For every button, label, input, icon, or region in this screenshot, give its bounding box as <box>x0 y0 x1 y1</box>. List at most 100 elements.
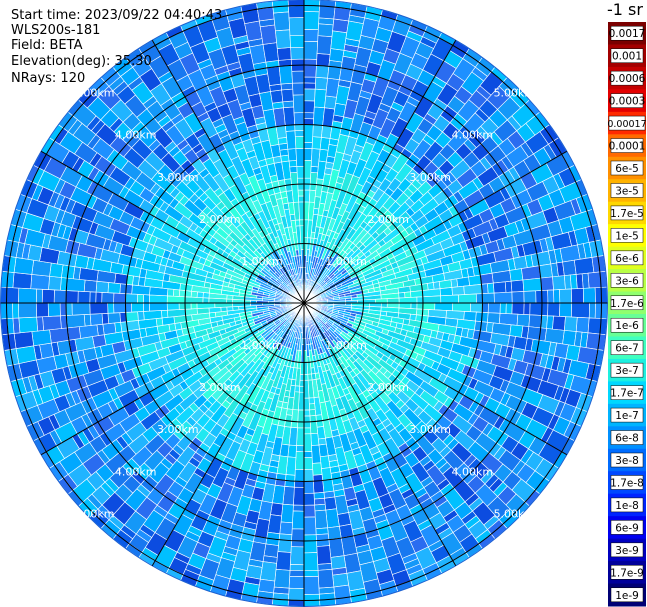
ppi-gate-cell <box>312 124 323 138</box>
ppi-gate-cell <box>95 291 103 304</box>
azimuth-spoke <box>303 39 457 304</box>
ppi-gate-cell <box>275 29 291 49</box>
ppi-gate-cell <box>303 534 318 554</box>
ppi-gate-cell <box>439 287 453 297</box>
ppi-gate-cell <box>303 451 313 459</box>
ppi-gate-cell <box>380 302 388 308</box>
ppi-gate-cell <box>18 316 39 334</box>
ppi-gate-cell <box>318 0 337 20</box>
ppi-gate-cell <box>190 302 198 310</box>
ppi-gate-cell <box>240 2 260 24</box>
ppi-gate-cell <box>42 315 62 331</box>
ppi-gate-cell <box>31 329 52 347</box>
ppi-gate-cell <box>232 306 240 311</box>
ppi-gate-cell <box>521 265 542 281</box>
ppi-gate-cell <box>296 427 305 447</box>
ppi-gate-cell <box>308 403 316 411</box>
ppi-gate-cell <box>303 469 314 482</box>
ppi-gate-cell <box>303 397 310 411</box>
range-ring-label: 5.00km <box>73 87 115 100</box>
ppi-gate-cell <box>303 76 317 84</box>
ppi-gate-cell <box>289 34 305 48</box>
ppi-gate-cell <box>523 302 531 316</box>
ppi-gate-cell <box>313 492 325 500</box>
ppi-gate-cell <box>291 510 305 530</box>
ppi-gate-cell <box>143 294 150 304</box>
ppi-gate-cell <box>288 17 305 36</box>
ppi-gate-cell <box>540 276 554 291</box>
ppi-gate-cell <box>327 525 342 541</box>
ppi-gate-cell <box>547 302 561 317</box>
ppi-gate-cell <box>303 516 317 536</box>
ppi-gate-cell <box>107 282 121 294</box>
ppi-gate-cell <box>89 302 109 315</box>
ppi-gate-cell <box>509 268 524 282</box>
range-ring-label: 2.00km <box>199 213 241 226</box>
ppi-gate-cell <box>553 289 561 304</box>
ppi-gate-cell <box>440 294 460 304</box>
range-ring-label: 3.00km <box>157 171 199 184</box>
ppi-gate-cell <box>588 302 596 319</box>
ppi-gate-cell <box>66 277 86 292</box>
ppi-gate-cell <box>552 275 566 291</box>
ppi-gate-cell <box>214 302 234 308</box>
ppi-gate-cell <box>516 313 531 327</box>
ppi-gate-cell <box>314 509 328 530</box>
azimuth-spoke <box>151 39 305 304</box>
range-ring-label: 1.00km <box>325 339 367 352</box>
ppi-gate-cell <box>293 112 305 126</box>
ppi-gate-cell <box>311 136 322 150</box>
azimuth-spoke <box>303 302 568 456</box>
ppi-gate-cell <box>266 65 282 86</box>
ppi-gate-cell <box>434 302 454 312</box>
ppi-gate-cell <box>113 292 127 304</box>
ppi-gate-cell <box>270 89 284 104</box>
ppi-gate-cell <box>18 302 37 319</box>
ppi-gate-cell <box>315 65 330 79</box>
range-ring-label: 1.00km <box>325 255 367 268</box>
ppi-gate-cell <box>330 555 347 570</box>
ppi-gate-cell <box>538 263 553 279</box>
ppi-gate-cell <box>438 279 453 290</box>
ppi-gate-cell <box>285 130 297 150</box>
ppi-gate-cell <box>288 160 298 168</box>
ppi-gate-cell <box>273 568 291 589</box>
ppi-gate-cell <box>562 330 577 347</box>
ppi-gate-cell <box>289 564 305 572</box>
ppi-gate-cell <box>422 302 436 311</box>
ppi-gate-cell <box>277 533 293 553</box>
ppi-gate-cell <box>143 302 150 312</box>
ppi-gate-cell <box>295 147 305 167</box>
ppi-gate-cell <box>291 70 305 84</box>
ppi-gate-cell <box>559 302 573 318</box>
ppi-gate-cell <box>325 508 340 529</box>
ppi-gate-cell <box>275 125 287 139</box>
ppi-gate-cell <box>456 276 471 288</box>
ppi-gate-cell <box>77 290 91 304</box>
ppi-gate-cell <box>303 433 313 453</box>
ppi-gate-cell <box>529 302 549 317</box>
ppi-gate-cell <box>66 326 82 341</box>
ppi-gate-cell <box>582 287 596 304</box>
ppi-gate-cell <box>487 282 495 294</box>
ppi-gate-cell <box>289 570 305 578</box>
ppi-gate-cell <box>321 467 333 481</box>
ppi-gate-cell <box>422 295 442 304</box>
ppi-gate-cell <box>289 166 298 174</box>
ppi-data-sectors <box>0 0 608 607</box>
ppi-gate-cell <box>499 302 507 314</box>
ppi-gate-cell <box>410 302 418 310</box>
ppi-gate-cell <box>35 288 43 304</box>
ppi-gate-cell <box>312 462 323 476</box>
ppi-gate-cell <box>287 599 305 607</box>
azimuth-spoke <box>303 150 568 304</box>
ppi-gate-cell <box>288 5 305 19</box>
ppi-gate-cell <box>12 302 20 319</box>
ppi-gate-cell <box>208 307 222 314</box>
ppi-gate-cell <box>493 281 507 294</box>
ppi-gate-cell <box>101 292 115 304</box>
ppi-gate-cell <box>312 474 325 494</box>
ppi-gate-cell <box>505 302 513 315</box>
ppi-gate-cell <box>303 189 311 203</box>
ppi-gate-cell <box>294 130 305 137</box>
